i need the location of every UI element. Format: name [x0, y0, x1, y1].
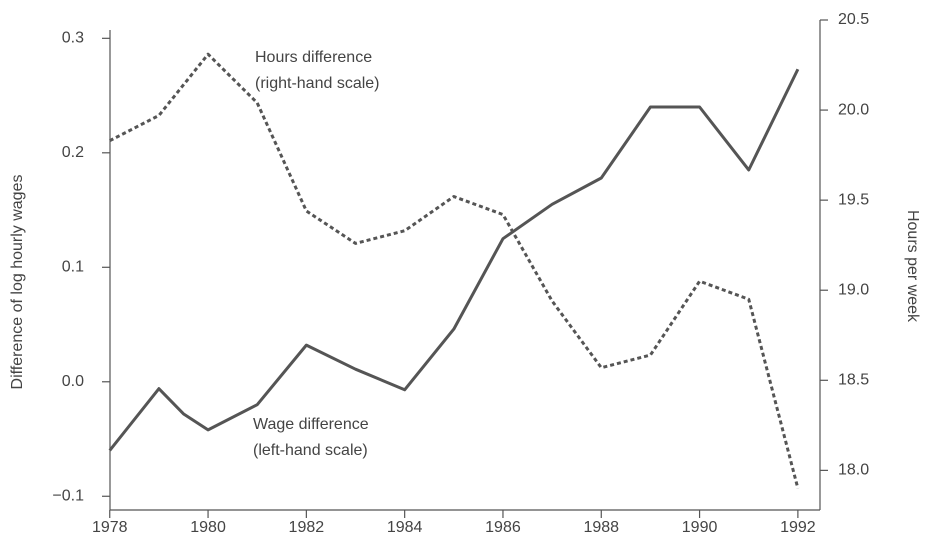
- annotation: (right-hand scale): [255, 75, 380, 92]
- x-tick-label: 1982: [289, 519, 325, 536]
- y2-tick-label: 20.0: [838, 101, 869, 118]
- y-tick-label: 0.3: [62, 30, 84, 47]
- x-tick-label: 1992: [780, 519, 816, 536]
- y2-tick-label: 19.5: [838, 191, 869, 208]
- y-tick-label: 0.0: [62, 373, 84, 390]
- x-tick-label: 1990: [682, 519, 718, 536]
- annotation: Hours difference: [255, 49, 372, 66]
- y-axis-label: Difference of log hourly wages: [9, 175, 26, 390]
- line-series: [109, 52, 800, 489]
- y2-tick-label: 18.0: [838, 462, 869, 479]
- x-tick-label: 1986: [485, 519, 521, 536]
- y2-axis-label: Hours per week: [904, 210, 921, 323]
- annotation: (left-hand scale): [253, 442, 368, 459]
- x-tick-label: 1988: [583, 519, 619, 536]
- y-tick-label: 0.1: [62, 259, 84, 276]
- line-series: [108, 68, 800, 452]
- annotation: Wage difference: [253, 416, 369, 433]
- y2-tick-label: 18.5: [838, 372, 869, 389]
- x-tick-label: 1980: [190, 519, 226, 536]
- x-tick-label: 1978: [92, 519, 128, 536]
- y-tick-label: 0.2: [62, 144, 84, 161]
- x-tick-label: 1984: [387, 519, 423, 536]
- y2-tick-label: 19.0: [838, 281, 869, 298]
- y2-tick-label: 20.5: [838, 11, 869, 28]
- y-tick-label: −0.1: [52, 487, 84, 504]
